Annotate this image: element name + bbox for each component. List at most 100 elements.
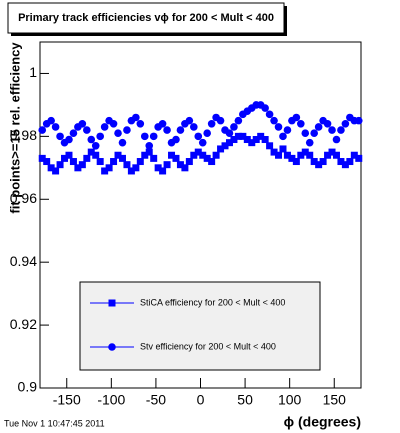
point	[239, 132, 247, 140]
point	[56, 132, 64, 141]
point	[43, 158, 51, 166]
point	[78, 161, 86, 169]
point	[69, 129, 78, 138]
point	[266, 142, 274, 150]
y-axis-label: fit points>=15 rel. efficiency	[7, 42, 22, 214]
point	[288, 154, 296, 162]
point	[38, 154, 46, 162]
point	[328, 148, 336, 156]
point	[163, 161, 171, 169]
point	[265, 110, 274, 119]
point	[314, 123, 323, 131]
point	[87, 135, 96, 144]
point	[78, 119, 87, 128]
point	[275, 151, 283, 159]
point	[230, 136, 238, 144]
y-tick-label: 0.96	[10, 190, 37, 206]
point	[123, 161, 131, 169]
point	[194, 148, 202, 156]
point	[198, 138, 207, 147]
point	[217, 145, 225, 153]
point	[328, 126, 336, 134]
point	[234, 116, 243, 125]
x-tick-label: 50	[237, 392, 253, 408]
point	[283, 126, 292, 134]
y-tick-label: 0.94	[10, 253, 37, 269]
legend-marker	[108, 299, 116, 307]
point	[92, 151, 100, 159]
point	[337, 158, 345, 166]
point	[100, 123, 109, 131]
point	[270, 148, 278, 156]
point	[274, 123, 283, 131]
point	[176, 126, 185, 134]
point	[149, 132, 158, 141]
point	[61, 154, 69, 162]
point	[355, 154, 363, 162]
point	[261, 136, 269, 144]
point	[52, 167, 60, 175]
point	[140, 132, 149, 141]
point	[252, 136, 260, 144]
point	[118, 154, 126, 162]
point	[83, 126, 91, 134]
point	[118, 138, 127, 147]
point	[145, 142, 154, 150]
point	[310, 129, 318, 138]
point	[292, 158, 300, 166]
point	[101, 167, 109, 175]
point	[185, 158, 193, 166]
point	[172, 154, 180, 162]
point	[332, 151, 340, 159]
point	[127, 167, 135, 175]
point	[96, 132, 104, 141]
point	[51, 123, 60, 131]
point	[221, 142, 229, 150]
point	[270, 116, 278, 125]
point	[225, 139, 233, 147]
point	[47, 116, 55, 125]
point	[109, 119, 118, 128]
point	[234, 132, 242, 140]
point	[69, 158, 77, 166]
point	[283, 151, 291, 159]
point	[203, 154, 211, 162]
y-tick-label: 0.92	[10, 316, 37, 332]
point	[158, 119, 167, 128]
point	[110, 158, 118, 166]
title-box	[7, 2, 285, 34]
x-tick-label: -150	[53, 392, 81, 408]
point	[207, 119, 216, 128]
y-tick-label: 1	[29, 64, 37, 80]
point	[65, 151, 73, 159]
point	[324, 151, 332, 159]
point	[306, 151, 314, 159]
point	[87, 148, 95, 156]
point	[337, 126, 345, 134]
point	[136, 119, 145, 128]
point	[350, 151, 358, 159]
footer: Tue Nov 1 10:47:45 2011	[4, 418, 105, 428]
point	[83, 154, 91, 162]
point	[181, 164, 189, 172]
point	[47, 164, 55, 172]
legend-label: StiCA efficiency for 200 < Mult < 400	[140, 297, 285, 307]
point	[341, 161, 349, 169]
point	[194, 132, 203, 141]
point	[279, 145, 287, 153]
point	[323, 119, 332, 128]
point	[208, 158, 216, 166]
point	[114, 151, 122, 159]
point	[145, 148, 153, 156]
point	[190, 123, 198, 131]
point	[297, 151, 305, 159]
point	[96, 158, 104, 166]
point	[332, 135, 341, 144]
point	[292, 113, 301, 122]
x-tick-label: 100	[278, 392, 302, 408]
x-tick-label: 0	[197, 392, 205, 408]
point	[190, 151, 198, 159]
point	[159, 167, 167, 175]
point	[216, 116, 225, 125]
